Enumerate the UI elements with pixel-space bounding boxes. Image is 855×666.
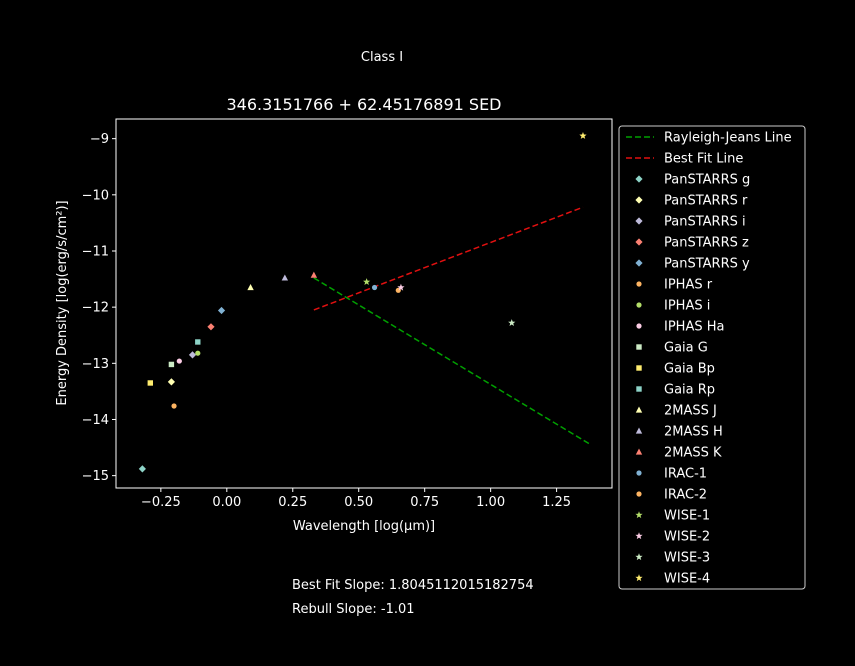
panstarrs-g-point (138, 465, 146, 473)
legend-marker-swatch (635, 427, 643, 434)
wise-1-point (363, 278, 371, 285)
legend-marker-swatch (636, 491, 642, 497)
wise-2-point (397, 283, 405, 291)
legend-marker-swatch (636, 344, 642, 350)
rebull-slope-text: Rebull Slope: -1.01 (292, 602, 415, 617)
legend-label: WISE-3 (664, 551, 710, 566)
legend-marker-swatch (635, 196, 643, 204)
x-tick-label: 1.00 (476, 495, 505, 510)
irac-1-point (371, 284, 378, 291)
legend-marker-swatch (636, 302, 642, 308)
x-tick-label: 1.25 (542, 495, 571, 510)
iphas-i-point (195, 350, 201, 356)
legend-label: PanSTARRS r (664, 194, 748, 209)
y-tick-label: −9 (90, 132, 109, 147)
gaia-g-point (168, 361, 175, 368)
2mass-h-point (281, 274, 289, 281)
legend-marker-swatch (635, 217, 643, 225)
legend-label: 2MASS J (664, 404, 717, 419)
chart-title: 346.3151766 + 62.45176891 SED (226, 95, 501, 114)
gaia-bp-point (147, 380, 153, 386)
y-axis-label: Energy Density [log(erg/s/cm²)] (55, 200, 70, 405)
legend-label: IRAC-2 (664, 488, 707, 503)
panstarrs-r-point (167, 378, 176, 386)
y-tick-label: −11 (82, 244, 109, 259)
legend-label: Gaia G (664, 341, 708, 356)
legend-marker-swatch (635, 532, 643, 540)
legend-marker-swatch (635, 175, 643, 183)
gaia-rp-point (195, 339, 201, 345)
legend-label: IRAC-1 (664, 467, 707, 482)
best-fit-slope-text: Best Fit Slope: 1.8045112015182754 (292, 578, 534, 593)
y-tick-label: −12 (82, 301, 109, 316)
legend-marker-swatch (636, 323, 642, 329)
y-tick-label: −14 (82, 413, 109, 428)
legend-label: WISE-2 (664, 530, 710, 545)
legend-label: PanSTARRS i (664, 215, 746, 230)
legend-label: 2MASS H (664, 425, 723, 440)
legend-label: Gaia Rp (664, 383, 715, 398)
x-tick-label: 0.75 (410, 495, 439, 510)
legend-label: WISE-1 (664, 509, 710, 524)
iphas-r-point (171, 403, 177, 409)
legend-label: IPHAS i (664, 299, 710, 314)
panstarrs-y-point (217, 306, 226, 315)
wise-3-point (508, 319, 516, 326)
y-tick-label: −13 (82, 357, 109, 372)
2mass-k-point (310, 271, 318, 278)
y-tick-label: −10 (82, 188, 109, 203)
panstarrs-z-point (207, 323, 215, 331)
rayleigh-jeans-line-line (313, 277, 592, 446)
legend-label: PanSTARRS g (664, 173, 750, 188)
x-tick-label: 0.00 (212, 495, 241, 510)
legend-marker-swatch (635, 553, 643, 561)
legend-label: 2MASS K (664, 446, 722, 461)
legend-frame (618, 125, 806, 590)
legend-marker-swatch (635, 448, 643, 455)
legend-marker-swatch (635, 511, 643, 519)
legend-label: IPHAS r (664, 278, 713, 293)
legend-marker-swatch (636, 470, 642, 476)
legend-label: PanSTARRS z (664, 236, 749, 251)
wise-4-point (579, 132, 587, 139)
panstarrs-i-point (188, 351, 197, 359)
legend-label: Best Fit Line (664, 152, 743, 167)
x-tick-label: 0.50 (344, 495, 373, 510)
x-axis-label: Wavelength [log(μm)] (293, 519, 435, 534)
legend-label: PanSTARRS y (664, 257, 750, 272)
x-tick-label: −0.25 (141, 495, 181, 510)
2mass-j-point (247, 283, 254, 291)
legend-marker-swatch (636, 281, 642, 287)
legend-label: WISE-4 (664, 572, 710, 587)
plot-area: −0.25 0.00 0.25 0.50 0.75 1.00 1.25 −15 −14 −13 −1… (82, 118, 613, 510)
axes-frame (115, 118, 613, 489)
legend-marker-swatch (635, 406, 643, 413)
iphas-ha-point (176, 358, 182, 364)
legend-marker-swatch (636, 365, 642, 371)
legend-label: Gaia Bp (664, 362, 715, 377)
legend: Rayleigh-Jeans Line Best Fit Line PanSTARR… (618, 125, 806, 590)
y-tick-label: −15 (82, 469, 109, 484)
legend-label: IPHAS Ha (664, 320, 724, 335)
legend-marker-swatch (635, 574, 643, 582)
legend-marker-swatch (635, 259, 643, 267)
best-fit-line-line (313, 206, 584, 311)
legend-marker-swatch (635, 238, 643, 246)
legend-marker-swatch (636, 386, 642, 392)
figure-suptitle: Class I (361, 50, 403, 65)
legend-label: Rayleigh-Jeans Line (664, 131, 792, 146)
x-tick-label: 0.25 (278, 495, 307, 510)
